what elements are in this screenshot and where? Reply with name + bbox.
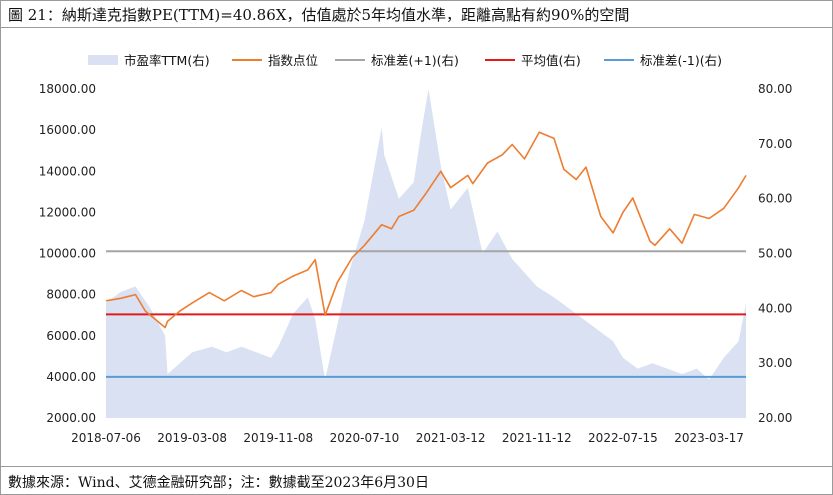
y-left-tick-label: 10000.00 (39, 247, 96, 261)
y-left-tick-label: 2000.00 (46, 411, 96, 425)
x-tick-label: 2023-03-17 (674, 431, 744, 445)
y-left-tick-label: 14000.00 (39, 164, 96, 178)
y-right-tick-label: 30.00 (758, 356, 792, 370)
chart-legend: 市盈率TTM(右) 指数点位 标准差(+1)(右) 平均值(右) 标准差(-1)… (0, 50, 833, 70)
source-divider (0, 466, 833, 467)
x-tick-label: 2018-07-06 (71, 431, 141, 445)
y-right-tick-label: 50.00 (758, 247, 792, 261)
y-right-tick-label: 80.00 (758, 82, 792, 96)
legend-swatch-std-plus (335, 58, 365, 61)
x-tick-label: 2019-11-08 (243, 431, 313, 445)
x-tick-label: 2022-07-15 (588, 431, 658, 445)
y-right-tick-label: 60.00 (758, 192, 792, 206)
y-left-tick-label: 4000.00 (46, 370, 96, 384)
y-right-tick-label: 40.00 (758, 301, 792, 315)
legend-label-std-minus: 标准差(-1)(右) (640, 53, 722, 68)
legend-item-pe: 市盈率TTM(右) (88, 50, 210, 69)
legend-label-std-plus: 标准差(+1)(右) (371, 53, 459, 68)
legend-swatch-index (232, 58, 262, 61)
legend-swatch-pe (88, 54, 118, 65)
y-left-tick-label: 12000.00 (39, 205, 96, 219)
y-left-tick-label: 8000.00 (46, 288, 96, 302)
x-tick-label: 2021-11-12 (502, 431, 572, 445)
legend-label-pe: 市盈率TTM(右) (124, 53, 210, 68)
title-divider (0, 27, 833, 28)
y-left-tick-label: 6000.00 (46, 329, 96, 343)
legend-label-mean: 平均值(右) (521, 53, 581, 68)
legend-item-mean: 平均值(右) (485, 50, 581, 69)
y-right-tick-label: 20.00 (758, 411, 792, 425)
x-tick-label: 2021-03-12 (416, 431, 486, 445)
legend-label-index: 指数点位 (268, 53, 319, 68)
y-left-tick-label: 18000.00 (39, 82, 96, 96)
legend-item-std-plus: 标准差(+1)(右) (335, 50, 459, 69)
x-tick-label: 2020-07-10 (330, 431, 400, 445)
pe-area-series (106, 89, 746, 418)
x-tick-label: 2019-03-08 (157, 431, 227, 445)
legend-item-std-minus: 标准差(-1)(右) (604, 50, 722, 69)
y-left-tick-label: 16000.00 (39, 123, 96, 137)
legend-item-index: 指数点位 (232, 50, 318, 69)
source-note: 數據來源：Wind、艾德金融研究部；注：數據截至2023年6月30日 (8, 475, 429, 491)
figure-title: 圖 21：納斯達克指數PE(TTM)=40.86X，估值處於5年均值水準，距離高… (8, 6, 630, 24)
index-line-series (105, 131, 747, 329)
legend-swatch-std-minus (604, 58, 634, 61)
y-right-tick-label: 70.00 (758, 137, 792, 151)
legend-swatch-mean (485, 58, 515, 61)
